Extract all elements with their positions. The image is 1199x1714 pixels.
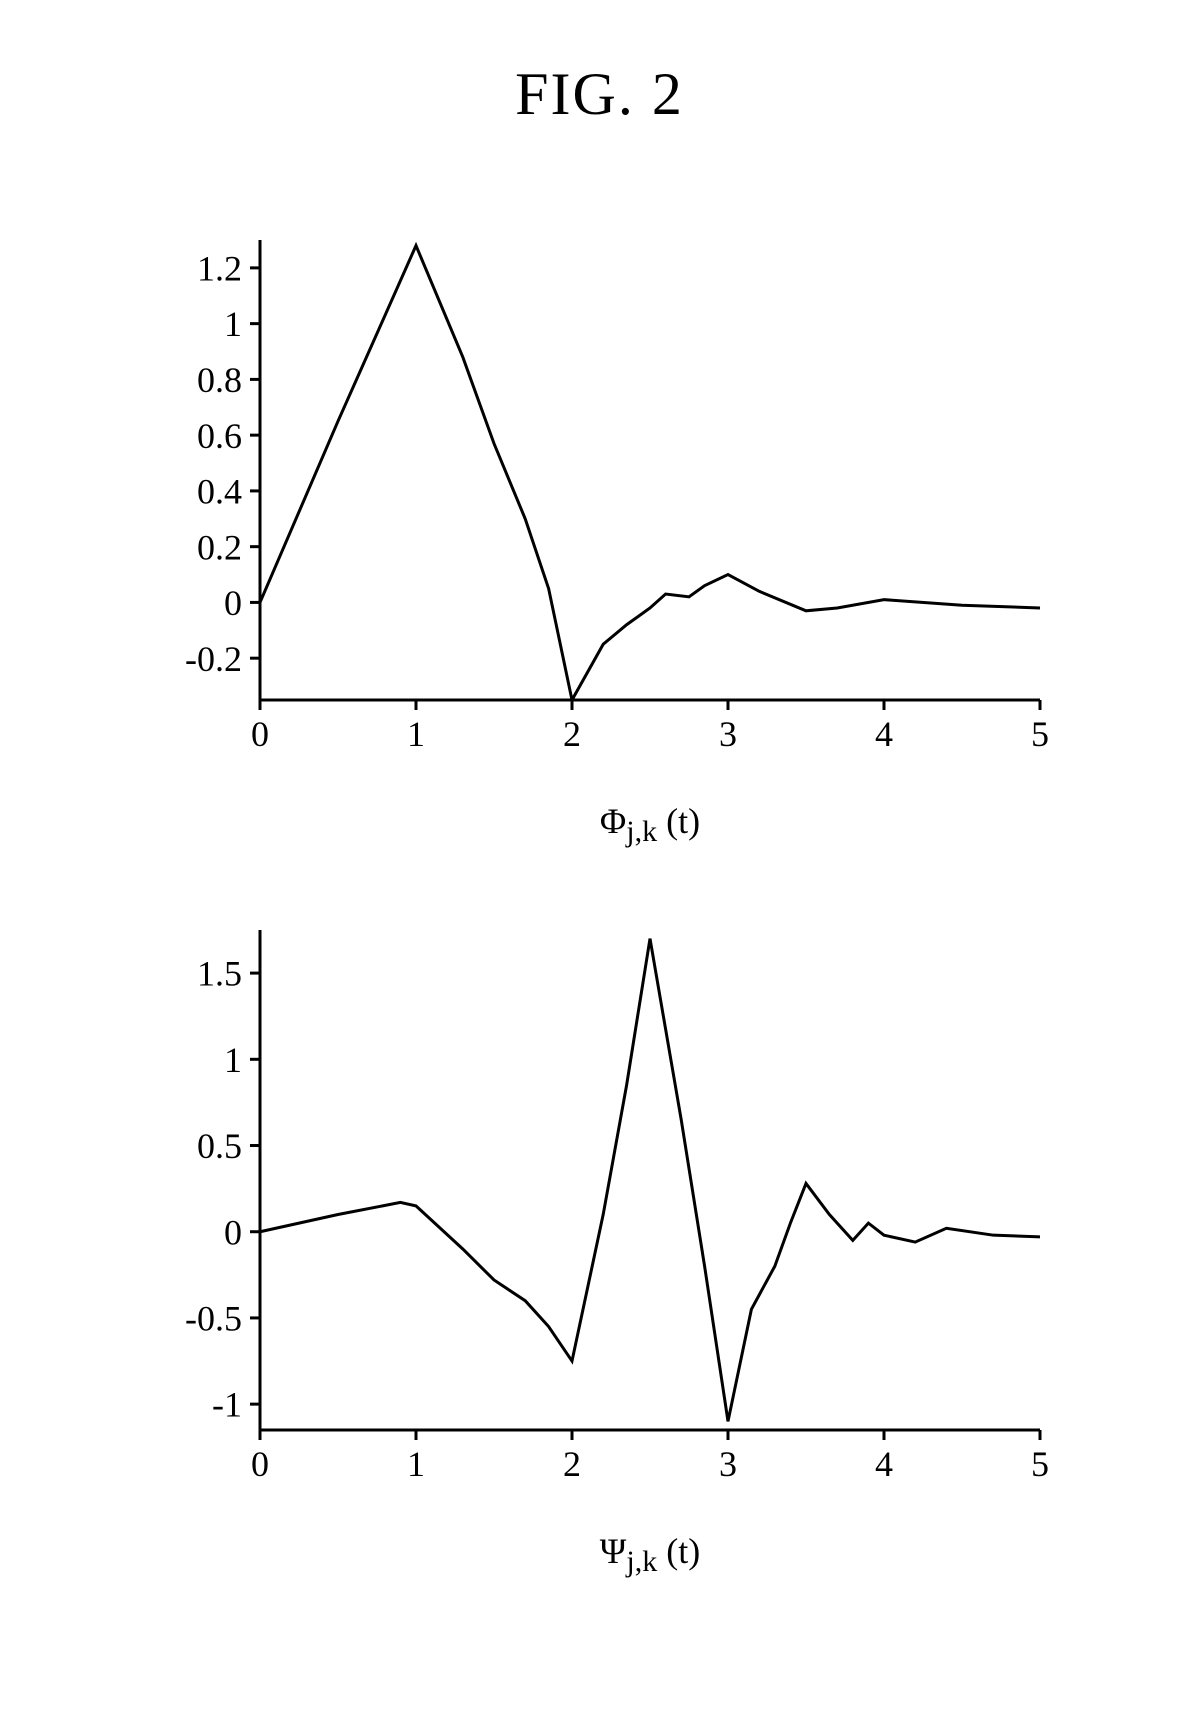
x-tick-label: 4 <box>875 1444 893 1484</box>
y-tick-label: -0.5 <box>185 1299 242 1339</box>
x-tick-label: 0 <box>251 714 269 754</box>
x-tick-label: 1 <box>407 1444 425 1484</box>
y-tick-label: 0.2 <box>197 527 242 567</box>
x-tick-label: 1 <box>407 714 425 754</box>
x-tick-label: 0 <box>251 1444 269 1484</box>
x-tick-label: 5 <box>1031 1444 1049 1484</box>
y-tick-label: 0 <box>224 1212 242 1252</box>
x-tick-label: 2 <box>563 1444 581 1484</box>
wavelet-function-chart: -1-0.500.511.5012345 Ψj,k (t) <box>120 910 1060 1510</box>
x-tick-label: 2 <box>563 714 581 754</box>
y-tick-label: 0.4 <box>197 472 242 512</box>
x-tick-label: 5 <box>1031 714 1049 754</box>
y-tick-label: 1 <box>224 1040 242 1080</box>
data-line <box>260 246 1040 700</box>
x-tick-label: 3 <box>719 714 737 754</box>
chart1-svg: -0.200.20.40.60.811.2012345 <box>120 220 1060 780</box>
chart2-svg: -1 -0.5 0 0.5 1 1.5 0 1 2 3 4 5 <box>120 910 1060 1510</box>
y-tick-label: -1 <box>212 1385 242 1425</box>
chart2-xlabel: Ψj,k (t) <box>180 1530 1120 1579</box>
data-line <box>260 939 1040 1422</box>
scaling-function-chart: -0.200.20.40.60.811.2012345 Φj,k (t) <box>120 220 1060 780</box>
y-tick-label: 0.5 <box>197 1126 242 1166</box>
x-tick-label: 4 <box>875 714 893 754</box>
y-tick-label: -0.2 <box>185 639 242 679</box>
figure-title: FIG. 2 <box>0 60 1199 129</box>
y-tick-label: 1.5 <box>197 954 242 994</box>
y-tick-label: 1.2 <box>197 248 242 288</box>
x-tick-label: 3 <box>719 1444 737 1484</box>
y-tick-label: 1 <box>224 304 242 344</box>
y-tick-label: 0.8 <box>197 360 242 400</box>
y-tick-label: 0.6 <box>197 416 242 456</box>
chart1-xlabel: Φj,k (t) <box>180 800 1120 849</box>
y-tick-label: 0 <box>224 583 242 623</box>
